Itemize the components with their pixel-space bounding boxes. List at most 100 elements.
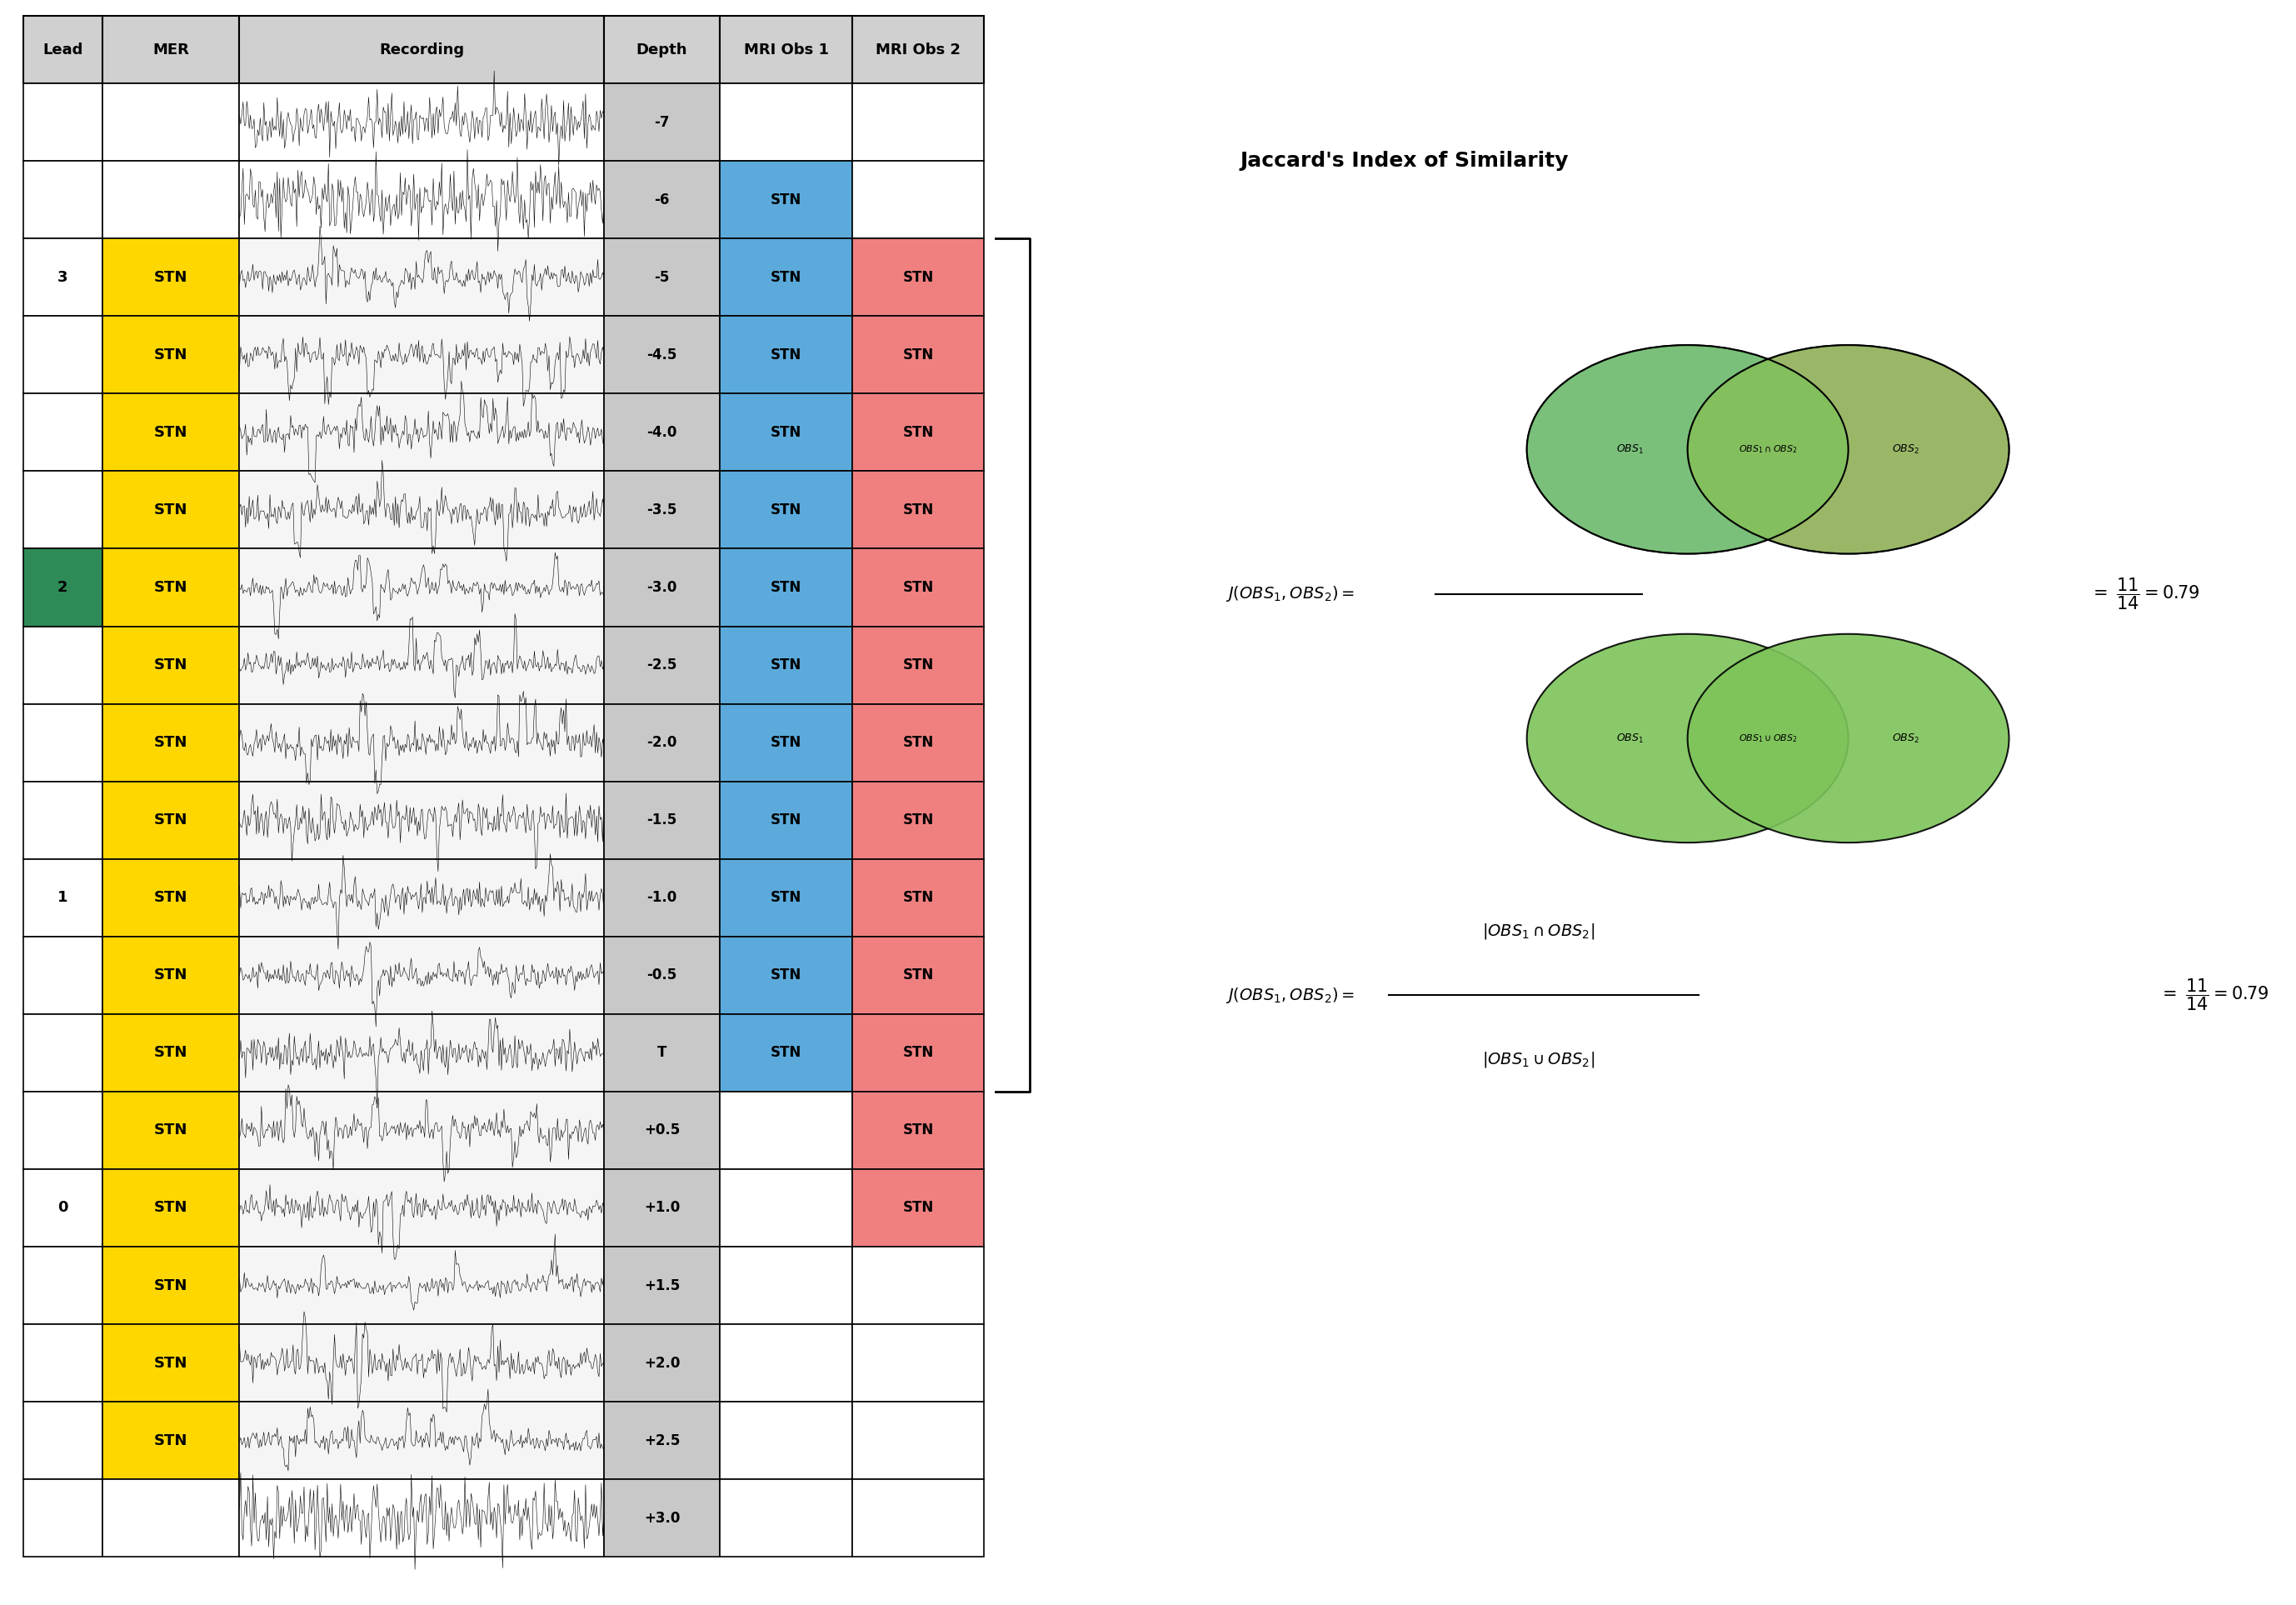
Text: STN: STN [771, 1045, 801, 1061]
Bar [721, 1324, 852, 1401]
Text: STN: STN [154, 1433, 188, 1448]
Text: STN: STN [154, 658, 188, 672]
Bar [103, 549, 239, 626]
Bar [239, 1401, 604, 1480]
Bar [721, 549, 852, 626]
Bar [239, 859, 604, 936]
Text: Depth: Depth [636, 42, 687, 58]
Bar [239, 16, 604, 83]
Text: -6: -6 [654, 193, 670, 207]
Ellipse shape [1688, 345, 2009, 554]
Bar [721, 936, 852, 1014]
Bar [721, 83, 852, 161]
Text: +2.5: +2.5 [643, 1433, 680, 1448]
Bar [23, 1480, 103, 1557]
Text: STN: STN [902, 891, 934, 905]
Text: -3.5: -3.5 [647, 502, 677, 517]
Bar [721, 161, 852, 239]
Text: $OBS_1$: $OBS_1$ [1616, 732, 1644, 745]
Text: -0.5: -0.5 [647, 968, 677, 982]
Bar [721, 1014, 852, 1091]
Bar [103, 1324, 239, 1401]
Text: STN: STN [771, 502, 801, 517]
Text: MER: MER [152, 42, 188, 58]
Text: +3.0: +3.0 [643, 1510, 680, 1526]
Bar [103, 1091, 239, 1168]
Text: $J(OBS_1, OBS_2) =$: $J(OBS_1, OBS_2) =$ [1226, 985, 1355, 1005]
Text: MRI Obs 1: MRI Obs 1 [744, 42, 829, 58]
Text: -1.5: -1.5 [647, 812, 677, 828]
Bar [604, 16, 721, 83]
Text: STN: STN [902, 502, 934, 517]
Bar [721, 316, 852, 393]
Text: Recording: Recording [379, 42, 464, 58]
Text: STN: STN [902, 1124, 934, 1138]
Bar [604, 83, 721, 161]
Text: STN: STN [771, 735, 801, 750]
Text: 3: 3 [57, 270, 69, 284]
Bar [721, 782, 852, 859]
Text: 0: 0 [57, 1201, 69, 1215]
Bar [604, 1168, 721, 1247]
Bar [103, 1401, 239, 1480]
Bar [103, 705, 239, 782]
Text: STN: STN [771, 579, 801, 595]
Bar [604, 626, 721, 705]
Text: Lead: Lead [41, 42, 83, 58]
Text: STN: STN [902, 735, 934, 750]
Bar [23, 1401, 103, 1480]
Bar [721, 1480, 852, 1557]
Bar [103, 393, 239, 472]
Ellipse shape [1527, 345, 1848, 554]
Text: STN: STN [154, 891, 188, 905]
Ellipse shape [1527, 345, 1848, 554]
Bar [103, 1247, 239, 1324]
Text: 1: 1 [57, 891, 69, 905]
Bar [852, 1324, 985, 1401]
Text: STN: STN [771, 347, 801, 363]
Bar [604, 1324, 721, 1401]
Bar [239, 1014, 604, 1091]
Bar [852, 1014, 985, 1091]
Ellipse shape [1688, 634, 2009, 843]
Text: $OBS_1 \cap OBS_2$: $OBS_1 \cap OBS_2$ [1738, 443, 1798, 456]
Bar [103, 782, 239, 859]
Bar [103, 1168, 239, 1247]
Text: STN: STN [771, 968, 801, 982]
Bar [604, 393, 721, 472]
Text: STN: STN [154, 347, 188, 363]
Bar [604, 1091, 721, 1168]
Bar [852, 626, 985, 705]
Bar [239, 1168, 604, 1247]
Bar [239, 83, 604, 161]
Text: STN: STN [154, 502, 188, 517]
Bar [604, 1014, 721, 1091]
Text: MRI Obs 2: MRI Obs 2 [875, 42, 960, 58]
Text: +2.0: +2.0 [643, 1356, 680, 1371]
Bar [103, 161, 239, 239]
Text: +1.5: +1.5 [643, 1278, 680, 1294]
Text: $=\ \dfrac{11}{14} = 0.79$: $=\ \dfrac{11}{14} = 0.79$ [2089, 576, 2200, 612]
Bar [604, 859, 721, 936]
Bar [239, 626, 604, 705]
Text: -4.5: -4.5 [647, 347, 677, 363]
Bar [103, 239, 239, 316]
Bar [239, 705, 604, 782]
Text: STN: STN [771, 193, 801, 207]
Bar [239, 316, 604, 393]
Bar [604, 936, 721, 1014]
Bar [103, 859, 239, 936]
Bar [239, 1480, 604, 1557]
Bar [23, 16, 103, 83]
Text: STN: STN [902, 425, 934, 440]
Bar [604, 161, 721, 239]
Bar [604, 1247, 721, 1324]
Bar [103, 936, 239, 1014]
Bar [239, 936, 604, 1014]
Bar [239, 1091, 604, 1168]
Bar [239, 393, 604, 472]
Bar [721, 16, 852, 83]
Text: -1.0: -1.0 [647, 891, 677, 905]
Bar [721, 1247, 852, 1324]
Text: STN: STN [154, 1201, 188, 1215]
